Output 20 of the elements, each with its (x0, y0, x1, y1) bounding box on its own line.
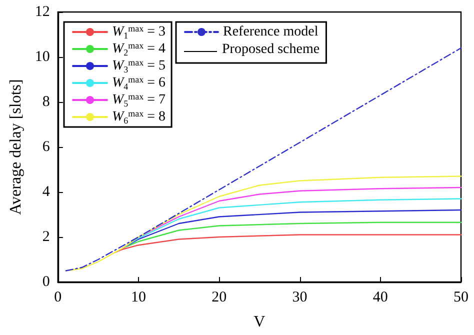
legend-label: Reference model (223, 24, 318, 40)
line-series (122, 222, 462, 249)
line-series (114, 234, 462, 254)
x-tick-label: 30 (292, 290, 308, 306)
y-axis-title: Average delay [slots] (8, 79, 24, 215)
line-series (122, 198, 462, 249)
x-tick-label: 50 (454, 290, 468, 306)
y-tick-label: 4 (42, 184, 50, 200)
y-tick-label: 12 (34, 4, 50, 20)
y-tick-label: 8 (42, 94, 50, 110)
x-tick-label: 40 (372, 290, 388, 306)
annotation: Proposed scheme (222, 42, 320, 58)
y-tick-label: 0 (42, 274, 50, 290)
x-tick-label: 10 (131, 290, 146, 306)
x-tick-label: 20 (212, 290, 227, 306)
y-tick-label: 10 (34, 49, 50, 65)
x-axis-title: V (254, 314, 266, 330)
y-tick-label: 6 (42, 139, 50, 155)
y-tick-label: 2 (42, 229, 50, 245)
x-tick-label: 0 (54, 290, 62, 306)
